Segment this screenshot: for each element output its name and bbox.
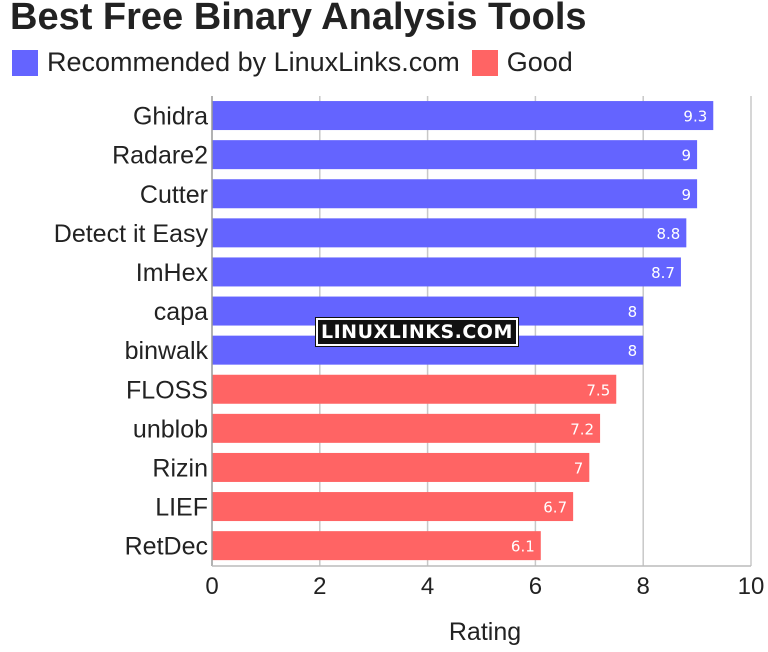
axes-group: 0 2 4 6 8 10 Ghidra Radare2 Cutter Detect it Easy… — [54, 96, 765, 600]
watermark-logo: LINUXLINKS.COM — [315, 317, 519, 347]
bar — [212, 179, 698, 209]
bar-value-label: 7 — [574, 459, 584, 477]
bar-value-label: 9 — [682, 147, 692, 165]
bar-value-label: 9 — [682, 186, 692, 204]
bar — [212, 413, 601, 443]
x-tick-label: 10 — [738, 573, 765, 600]
bar-value-label: 6.1 — [511, 538, 535, 556]
y-tick-label: Detect it Easy — [54, 220, 209, 248]
bar — [212, 531, 541, 561]
x-tick-label: 0 — [205, 573, 218, 600]
y-tick-label: ImHex — [136, 259, 209, 287]
legend-label-good: Good — [506, 47, 573, 77]
y-tick-label: unblob — [133, 415, 208, 443]
y-tick-label: capa — [154, 298, 208, 326]
chart-legend: Recommended by LinuxLinks.com Good — [12, 47, 585, 78]
legend-item-recommended: Recommended by LinuxLinks.com — [12, 47, 460, 78]
bar-value-label: 8.7 — [651, 264, 675, 282]
y-tick-label: Radare2 — [112, 142, 208, 170]
legend-swatch-recommended — [12, 49, 38, 76]
bar — [212, 218, 687, 248]
y-tick-label: binwalk — [125, 337, 209, 365]
bars-group: 9.3 9 9 8.8 8.7 8 8 7.5 7.2 7 6.7 6.1 — [212, 101, 714, 561]
bar-value-label: 7.5 — [586, 381, 610, 399]
bar-value-label: 8 — [628, 303, 638, 321]
bar — [212, 492, 574, 522]
legend-label-recommended: Recommended by LinuxLinks.com — [47, 47, 460, 77]
x-tick-label: 2 — [313, 573, 326, 600]
y-tick-label: RetDec — [125, 533, 208, 561]
x-tick-label: 4 — [421, 573, 434, 600]
x-axis-label: Rating — [449, 618, 521, 646]
legend-item-good: Good — [471, 47, 573, 78]
y-tick-label: LIEF — [155, 494, 208, 522]
bar — [212, 452, 590, 482]
chart-title: Best Free Binary Analysis Tools — [10, 0, 587, 38]
y-tick-label: Rizin — [152, 454, 208, 482]
bar-value-label: 8.8 — [656, 225, 680, 243]
legend-swatch-good — [471, 49, 498, 76]
bar — [212, 374, 617, 404]
bar — [212, 140, 698, 170]
bar-value-label: 6.7 — [543, 499, 567, 517]
bar — [212, 257, 681, 287]
y-tick-label: Ghidra — [133, 103, 208, 131]
bar-value-label: 9.3 — [683, 108, 707, 126]
bar — [212, 101, 714, 131]
bar-value-label: 8 — [628, 342, 638, 360]
x-tick-label: 8 — [637, 573, 650, 600]
bar-value-label: 7.2 — [570, 420, 594, 438]
y-tick-label: FLOSS — [126, 376, 208, 404]
y-tick-label: Cutter — [140, 181, 208, 209]
x-tick-label: 6 — [529, 573, 542, 600]
